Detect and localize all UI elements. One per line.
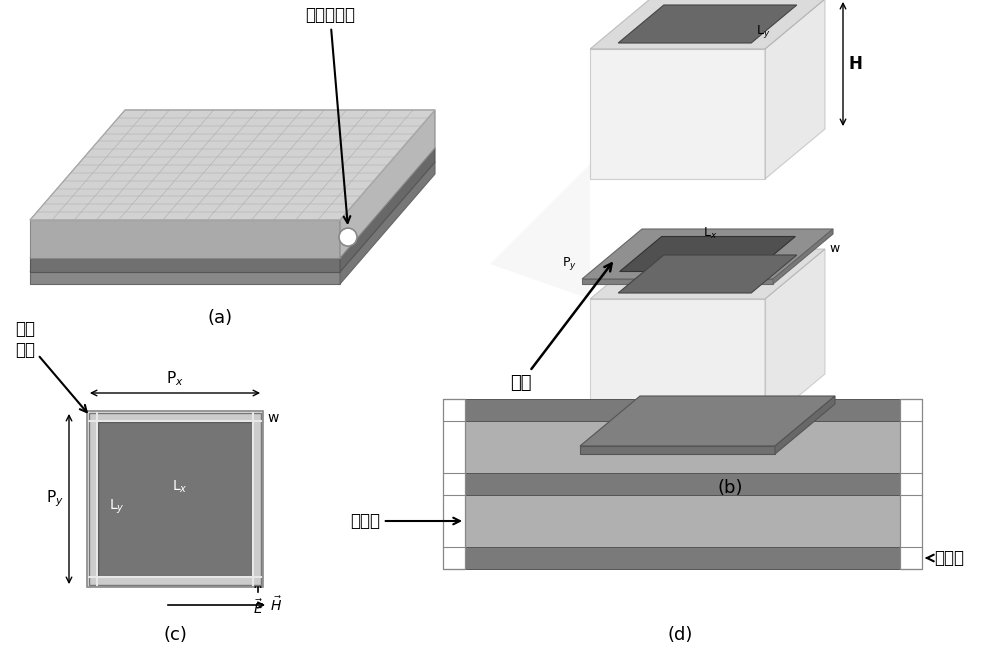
Bar	[465, 547, 900, 569]
Text: (d): (d)	[667, 626, 693, 644]
Text: (b): (b)	[717, 479, 743, 497]
Polygon shape	[590, 299, 765, 424]
Polygon shape	[620, 237, 795, 271]
Polygon shape	[580, 396, 835, 446]
Polygon shape	[30, 162, 435, 272]
Text: (a): (a)	[207, 309, 233, 327]
Bar	[87, 411, 263, 587]
Polygon shape	[582, 229, 833, 279]
Bar	[900, 399, 922, 569]
Text: w: w	[267, 411, 278, 424]
Bar	[465, 399, 900, 421]
Circle shape	[339, 228, 357, 246]
Polygon shape	[590, 249, 825, 299]
Text: H: H	[849, 55, 863, 73]
Text: 金属层: 金属层	[927, 549, 964, 567]
Text: 介质层: 介质层	[350, 512, 460, 530]
Bar	[465, 473, 900, 495]
Polygon shape	[590, 0, 825, 49]
Polygon shape	[30, 110, 435, 220]
Polygon shape	[490, 164, 590, 299]
Text: P$_y$: P$_y$	[562, 256, 577, 273]
Polygon shape	[340, 110, 435, 258]
Bar	[89, 413, 261, 585]
Polygon shape	[775, 396, 835, 454]
Text: L$_x$: L$_x$	[172, 479, 188, 495]
Text: $\vec{H}$: $\vec{H}$	[270, 596, 282, 614]
Polygon shape	[773, 229, 833, 284]
Polygon shape	[618, 255, 797, 293]
Polygon shape	[30, 148, 435, 258]
Polygon shape	[30, 220, 340, 258]
Polygon shape	[30, 258, 340, 272]
Polygon shape	[582, 279, 773, 284]
Polygon shape	[30, 272, 340, 284]
Polygon shape	[580, 446, 775, 454]
Polygon shape	[590, 49, 765, 179]
Bar	[443, 399, 465, 569]
Text: P$_x$: P$_x$	[166, 370, 184, 388]
Bar	[465, 421, 900, 473]
Text: P$_y$: P$_y$	[46, 489, 64, 509]
Text: 单元: 单元	[510, 264, 612, 392]
Polygon shape	[765, 249, 825, 424]
Polygon shape	[340, 148, 435, 272]
Text: 金属
结构: 金属 结构	[15, 320, 87, 412]
Bar	[465, 495, 900, 547]
Polygon shape	[340, 162, 435, 284]
Text: w: w	[829, 243, 839, 256]
Polygon shape	[618, 5, 797, 43]
Polygon shape	[765, 0, 825, 179]
Text: 空间移相器: 空间移相器	[305, 6, 355, 223]
Text: (c): (c)	[163, 626, 187, 644]
Text: $\vec{E}$: $\vec{E}$	[253, 598, 263, 617]
Text: L$_x$: L$_x$	[703, 226, 717, 241]
Bar	[98, 422, 252, 576]
Text: L$_y$: L$_y$	[756, 23, 771, 40]
Text: L$_y$: L$_y$	[109, 498, 125, 516]
